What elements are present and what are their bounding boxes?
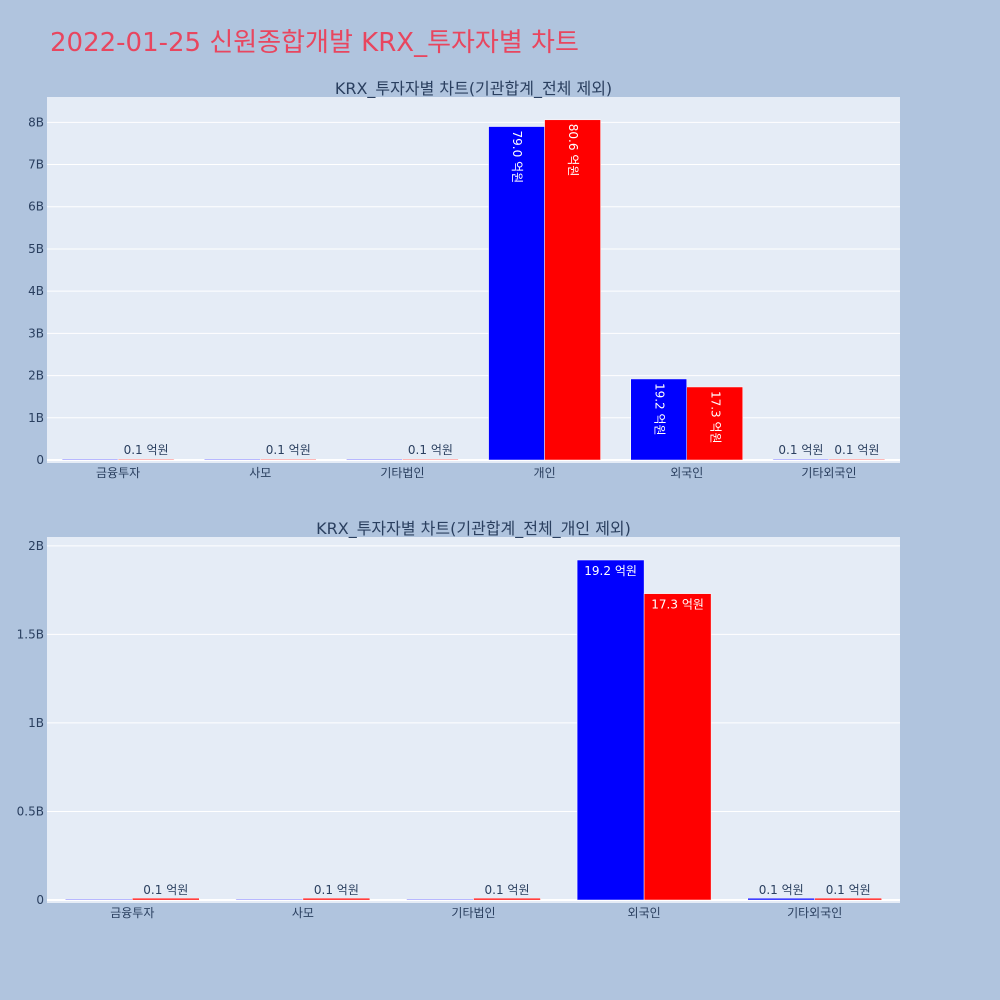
data-label: 0.1 억원 bbox=[778, 443, 823, 457]
data-label: 19.2 억원 bbox=[652, 383, 666, 436]
bar bbox=[772, 458, 830, 461]
bar bbox=[814, 897, 882, 901]
data-label: 0.1 억원 bbox=[408, 443, 453, 457]
bar bbox=[686, 386, 743, 461]
y-tick-label: 2B bbox=[28, 369, 44, 383]
data-label: 0.1 억원 bbox=[485, 883, 530, 897]
chart-title: KRX_투자자별 차트(기관합계_전체 제외) bbox=[335, 79, 612, 99]
x-tick-label: 기타외국인 bbox=[787, 906, 842, 920]
y-tick-label: 1B bbox=[28, 716, 44, 730]
y-tick-label: 4B bbox=[28, 284, 44, 298]
x-tick-label: 사모 bbox=[249, 466, 271, 480]
bar bbox=[544, 119, 601, 461]
bar bbox=[643, 593, 712, 901]
bar bbox=[132, 897, 200, 901]
data-label: 0.1 억원 bbox=[143, 883, 188, 897]
y-tick-label: 1B bbox=[28, 411, 44, 425]
data-label: 17.3 억원 bbox=[651, 598, 704, 612]
bar bbox=[61, 458, 119, 461]
plot-area bbox=[47, 537, 900, 903]
x-tick-label: 기타외국인 bbox=[801, 466, 856, 480]
x-tick-label: 외국인 bbox=[670, 466, 703, 480]
y-tick-label: 6B bbox=[28, 200, 44, 214]
data-label: 0.1 억원 bbox=[124, 443, 169, 457]
bar bbox=[346, 458, 403, 461]
data-label: 0.1 억원 bbox=[266, 443, 311, 457]
x-tick-label: 개인 bbox=[534, 466, 556, 480]
bar bbox=[747, 897, 815, 901]
data-label: 0.1 억원 bbox=[759, 883, 804, 897]
x-tick-label: 사모 bbox=[292, 906, 314, 920]
x-tick-label: 기타법인 bbox=[380, 466, 424, 480]
bar bbox=[473, 897, 541, 901]
data-label: 80.6 억원 bbox=[566, 124, 580, 177]
y-tick-label: 2B bbox=[28, 539, 44, 553]
bar bbox=[260, 458, 317, 461]
x-tick-label: 외국인 bbox=[628, 906, 661, 920]
y-tick-label: 0.5B bbox=[17, 804, 44, 818]
bar bbox=[488, 126, 545, 461]
plot-area bbox=[47, 97, 900, 463]
bar bbox=[235, 898, 304, 901]
x-tick-label: 기타법인 bbox=[451, 906, 495, 920]
bar bbox=[65, 898, 133, 901]
data-label: 17.3 억원 bbox=[708, 391, 722, 444]
data-label: 0.1 억원 bbox=[826, 883, 871, 897]
bar bbox=[576, 559, 645, 901]
y-tick-label: 1.5B bbox=[17, 627, 44, 641]
data-label: 79.0 억원 bbox=[510, 131, 524, 184]
y-tick-label: 0 bbox=[36, 453, 44, 467]
x-tick-label: 금융투자 bbox=[96, 466, 140, 480]
chart-title: KRX_투자자별 차트(기관합계_전체_개인 제외) bbox=[316, 519, 631, 539]
y-tick-label: 3B bbox=[28, 326, 44, 340]
bar bbox=[402, 458, 459, 461]
y-tick-label: 5B bbox=[28, 242, 44, 256]
y-tick-label: 8B bbox=[28, 115, 44, 129]
y-tick-label: 0 bbox=[36, 893, 44, 907]
y-tick-label: 7B bbox=[28, 158, 44, 172]
bar bbox=[406, 898, 474, 901]
bar bbox=[204, 458, 261, 461]
data-label: 0.1 억원 bbox=[314, 883, 359, 897]
bar bbox=[302, 897, 371, 901]
page-title: 2022-01-25 신원종합개발 KRX_투자자별 차트 bbox=[50, 28, 579, 58]
data-label: 19.2 억원 bbox=[584, 564, 637, 578]
bar bbox=[828, 458, 886, 461]
bar bbox=[117, 458, 175, 461]
bar bbox=[630, 378, 687, 461]
data-label: 0.1 억원 bbox=[834, 443, 879, 457]
x-tick-label: 금융투자 bbox=[110, 906, 154, 920]
